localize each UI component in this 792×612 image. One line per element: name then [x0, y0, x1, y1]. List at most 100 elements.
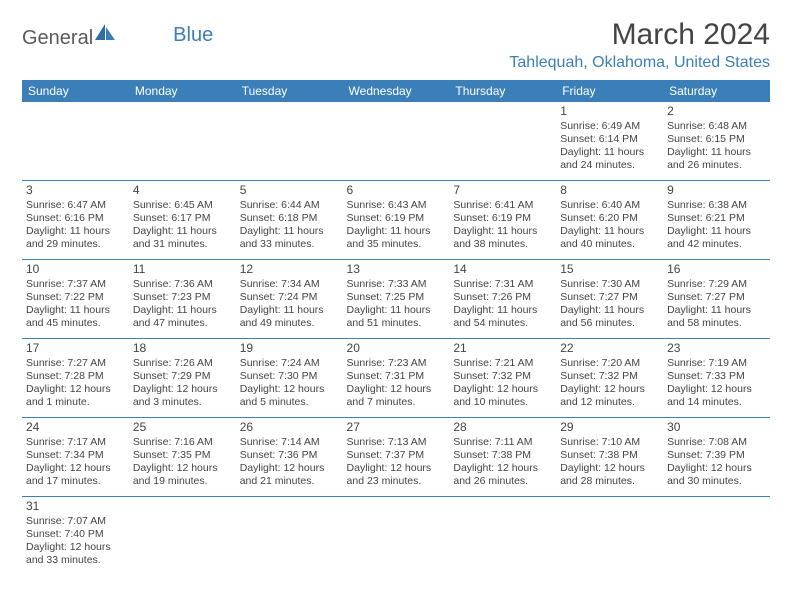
- calendar-day: 15Sunrise: 7:30 AMSunset: 7:27 PMDayligh…: [556, 260, 663, 339]
- calendar-day: 18Sunrise: 7:26 AMSunset: 7:29 PMDayligh…: [129, 339, 236, 418]
- day-number: 31: [26, 499, 125, 514]
- sunset-line: Sunset: 7:38 PM: [560, 449, 659, 462]
- daylight-line: Daylight: 11 hours and 58 minutes.: [667, 304, 766, 330]
- sunset-line: Sunset: 7:27 PM: [560, 291, 659, 304]
- sunset-line: Sunset: 7:32 PM: [453, 370, 552, 383]
- weekday-header: Monday: [129, 80, 236, 102]
- day-number: 19: [240, 341, 339, 356]
- sunset-line: Sunset: 7:22 PM: [26, 291, 125, 304]
- calendar-day-empty: [129, 102, 236, 181]
- day-number: 1: [560, 104, 659, 119]
- calendar-day: 25Sunrise: 7:16 AMSunset: 7:35 PMDayligh…: [129, 418, 236, 497]
- sunrise-line: Sunrise: 7:29 AM: [667, 278, 766, 291]
- daylight-line: Daylight: 11 hours and 29 minutes.: [26, 225, 125, 251]
- sunrise-line: Sunrise: 6:49 AM: [560, 120, 659, 133]
- month-title: March 2024: [509, 18, 770, 52]
- daylight-line: Daylight: 12 hours and 5 minutes.: [240, 383, 339, 409]
- calendar-week: 10Sunrise: 7:37 AMSunset: 7:22 PMDayligh…: [22, 260, 770, 339]
- daylight-line: Daylight: 12 hours and 33 minutes.: [26, 541, 125, 567]
- day-number: 6: [347, 183, 446, 198]
- sunset-line: Sunset: 7:34 PM: [26, 449, 125, 462]
- sunset-line: Sunset: 6:17 PM: [133, 212, 232, 225]
- calendar-day: 28Sunrise: 7:11 AMSunset: 7:38 PMDayligh…: [449, 418, 556, 497]
- calendar-day: 30Sunrise: 7:08 AMSunset: 7:39 PMDayligh…: [663, 418, 770, 497]
- calendar-day: 17Sunrise: 7:27 AMSunset: 7:28 PMDayligh…: [22, 339, 129, 418]
- calendar-day-empty: [236, 497, 343, 576]
- day-number: 3: [26, 183, 125, 198]
- day-number: 11: [133, 262, 232, 277]
- daylight-line: Daylight: 12 hours and 28 minutes.: [560, 462, 659, 488]
- daylight-line: Daylight: 11 hours and 26 minutes.: [667, 146, 766, 172]
- sunrise-line: Sunrise: 6:38 AM: [667, 199, 766, 212]
- sunset-line: Sunset: 7:32 PM: [560, 370, 659, 383]
- sunset-line: Sunset: 6:18 PM: [240, 212, 339, 225]
- sunset-line: Sunset: 7:37 PM: [347, 449, 446, 462]
- daylight-line: Daylight: 11 hours and 35 minutes.: [347, 225, 446, 251]
- sunrise-line: Sunrise: 7:11 AM: [453, 436, 552, 449]
- day-number: 20: [347, 341, 446, 356]
- day-number: 2: [667, 104, 766, 119]
- sunrise-line: Sunrise: 7:13 AM: [347, 436, 446, 449]
- daylight-line: Daylight: 11 hours and 54 minutes.: [453, 304, 552, 330]
- day-number: 5: [240, 183, 339, 198]
- day-number: 22: [560, 341, 659, 356]
- calendar-day-empty: [556, 497, 663, 576]
- day-number: 15: [560, 262, 659, 277]
- sunrise-line: Sunrise: 7:34 AM: [240, 278, 339, 291]
- sunset-line: Sunset: 7:25 PM: [347, 291, 446, 304]
- daylight-line: Daylight: 12 hours and 26 minutes.: [453, 462, 552, 488]
- calendar-day-empty: [236, 102, 343, 181]
- daylight-line: Daylight: 11 hours and 42 minutes.: [667, 225, 766, 251]
- sunset-line: Sunset: 6:15 PM: [667, 133, 766, 146]
- daylight-line: Daylight: 11 hours and 51 minutes.: [347, 304, 446, 330]
- weekday-header: Wednesday: [343, 80, 450, 102]
- weekday-header: Sunday: [22, 80, 129, 102]
- day-number: 14: [453, 262, 552, 277]
- day-number: 9: [667, 183, 766, 198]
- daylight-line: Daylight: 11 hours and 31 minutes.: [133, 225, 232, 251]
- calendar-day: 5Sunrise: 6:44 AMSunset: 6:18 PMDaylight…: [236, 181, 343, 260]
- calendar-day: 20Sunrise: 7:23 AMSunset: 7:31 PMDayligh…: [343, 339, 450, 418]
- sunset-line: Sunset: 6:16 PM: [26, 212, 125, 225]
- calendar-day: 19Sunrise: 7:24 AMSunset: 7:30 PMDayligh…: [236, 339, 343, 418]
- location: Tahlequah, Oklahoma, United States: [509, 54, 770, 72]
- day-number: 17: [26, 341, 125, 356]
- daylight-line: Daylight: 11 hours and 40 minutes.: [560, 225, 659, 251]
- sunset-line: Sunset: 7:33 PM: [667, 370, 766, 383]
- sunrise-line: Sunrise: 7:21 AM: [453, 357, 552, 370]
- calendar-day: 22Sunrise: 7:20 AMSunset: 7:32 PMDayligh…: [556, 339, 663, 418]
- sunrise-line: Sunrise: 7:26 AM: [133, 357, 232, 370]
- calendar-day: 7Sunrise: 6:41 AMSunset: 6:19 PMDaylight…: [449, 181, 556, 260]
- sunset-line: Sunset: 6:19 PM: [347, 212, 446, 225]
- weekday-header: Saturday: [663, 80, 770, 102]
- day-number: 8: [560, 183, 659, 198]
- daylight-line: Daylight: 12 hours and 7 minutes.: [347, 383, 446, 409]
- day-number: 26: [240, 420, 339, 435]
- sunrise-line: Sunrise: 7:23 AM: [347, 357, 446, 370]
- sunrise-line: Sunrise: 7:19 AM: [667, 357, 766, 370]
- sunrise-line: Sunrise: 7:30 AM: [560, 278, 659, 291]
- calendar-day: 29Sunrise: 7:10 AMSunset: 7:38 PMDayligh…: [556, 418, 663, 497]
- day-number: 25: [133, 420, 232, 435]
- calendar-day: 26Sunrise: 7:14 AMSunset: 7:36 PMDayligh…: [236, 418, 343, 497]
- calendar-day: 27Sunrise: 7:13 AMSunset: 7:37 PMDayligh…: [343, 418, 450, 497]
- sunset-line: Sunset: 7:28 PM: [26, 370, 125, 383]
- daylight-line: Daylight: 12 hours and 17 minutes.: [26, 462, 125, 488]
- title-block: March 2024 Tahlequah, Oklahoma, United S…: [509, 18, 770, 72]
- sunrise-line: Sunrise: 6:43 AM: [347, 199, 446, 212]
- header: General Blue March 2024 Tahlequah, Oklah…: [22, 18, 770, 72]
- daylight-line: Daylight: 11 hours and 47 minutes.: [133, 304, 232, 330]
- sail-icon: [95, 24, 117, 47]
- calendar-day-empty: [449, 102, 556, 181]
- daylight-line: Daylight: 12 hours and 3 minutes.: [133, 383, 232, 409]
- day-number: 12: [240, 262, 339, 277]
- day-number: 7: [453, 183, 552, 198]
- daylight-line: Daylight: 12 hours and 10 minutes.: [453, 383, 552, 409]
- calendar-day: 2Sunrise: 6:48 AMSunset: 6:15 PMDaylight…: [663, 102, 770, 181]
- calendar-week: 3Sunrise: 6:47 AMSunset: 6:16 PMDaylight…: [22, 181, 770, 260]
- calendar-day-empty: [449, 497, 556, 576]
- day-number: 27: [347, 420, 446, 435]
- calendar-table: SundayMondayTuesdayWednesdayThursdayFrid…: [22, 80, 770, 575]
- sunrise-line: Sunrise: 7:36 AM: [133, 278, 232, 291]
- logo-text-general: General: [22, 27, 93, 50]
